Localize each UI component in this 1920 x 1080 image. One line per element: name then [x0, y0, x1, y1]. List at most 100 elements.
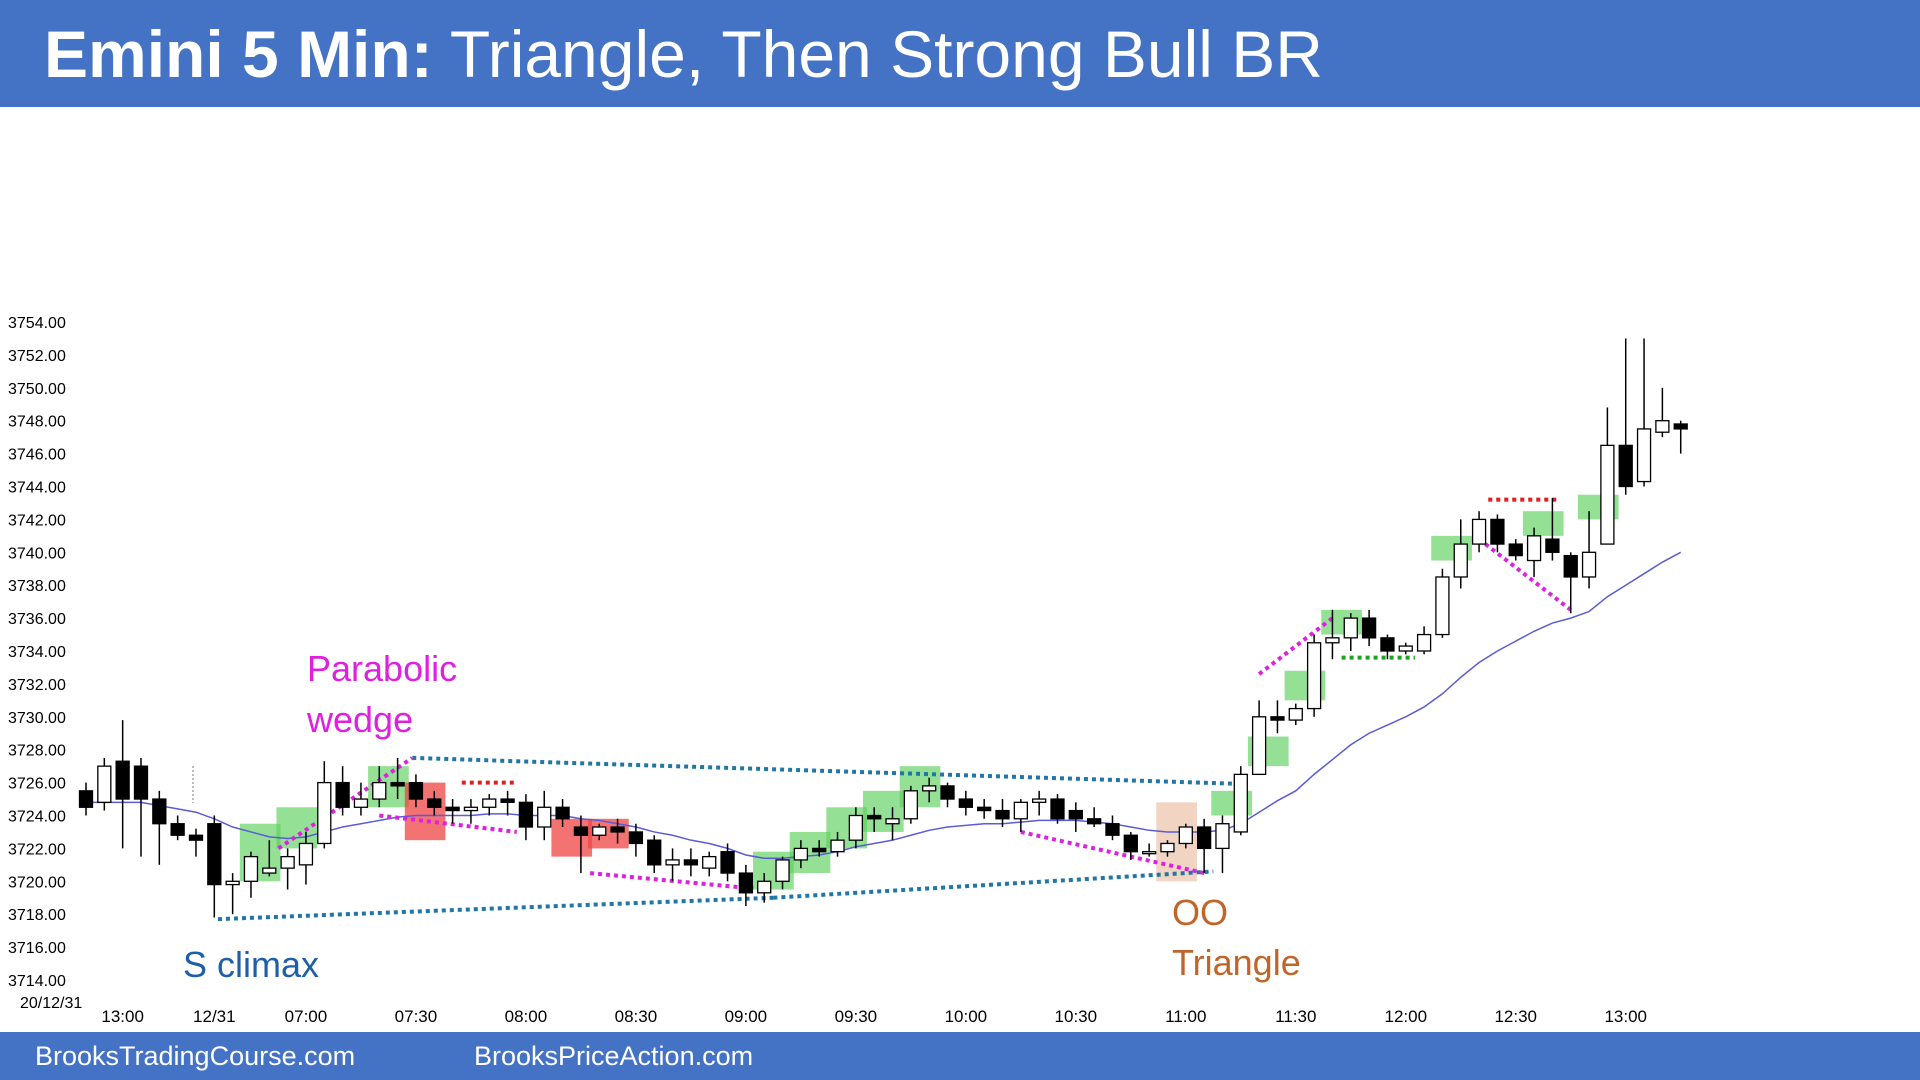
candle	[317, 761, 332, 849]
candle	[793, 840, 809, 869]
wedge-label: wedge	[306, 699, 413, 740]
candle	[1105, 815, 1120, 841]
y-tick-label: 3728.00	[8, 743, 66, 760]
x-tick-label: 13:00	[101, 1007, 144, 1026]
x-tick-label: 10:30	[1055, 1007, 1098, 1026]
candle-body	[573, 826, 589, 836]
candle-body	[702, 855, 717, 869]
trend-lines	[217, 497, 1572, 922]
candle-body	[885, 818, 900, 825]
title-bold: Emini 5 Min:	[44, 17, 433, 91]
footer-bar: BrooksTradingCourse.com BrooksPriceActio…	[0, 1032, 1920, 1080]
candle	[812, 840, 827, 857]
candle-body	[628, 831, 644, 845]
candle-body	[1105, 823, 1120, 836]
candle-body	[170, 823, 185, 836]
candle-body	[1380, 637, 1395, 652]
candle-body	[1032, 798, 1047, 803]
y-tick-label: 3748.00	[8, 414, 66, 431]
x-tick-label: 12:00	[1384, 1007, 1427, 1026]
candle	[408, 774, 424, 808]
y-tick-label: 3750.00	[8, 381, 66, 398]
ema-line	[86, 551, 1682, 860]
candle	[940, 782, 955, 808]
candle	[1123, 831, 1138, 860]
candle-body	[518, 801, 534, 828]
candle-body	[867, 814, 882, 820]
s-climax-label: S climax	[183, 944, 319, 985]
footer-right-link[interactable]: BrooksPriceAction.com	[474, 1041, 754, 1071]
candle-body	[97, 765, 112, 803]
candle-body	[408, 781, 424, 800]
candle-body	[1508, 543, 1523, 557]
candle-body	[1178, 826, 1193, 845]
candle	[555, 799, 570, 828]
candle	[1196, 818, 1212, 874]
candle	[1141, 843, 1157, 857]
x-tick-label: 12:30	[1494, 1007, 1537, 1026]
candle-body	[1288, 707, 1303, 721]
candle	[995, 799, 1010, 828]
y-tick-label: 3716.00	[8, 940, 66, 957]
candle	[463, 799, 479, 824]
candle-body	[848, 814, 864, 841]
red-zone	[551, 818, 593, 857]
x-tick-label: 11:00	[1165, 1007, 1206, 1026]
magenta-dotted-line	[589, 871, 765, 892]
y-tick-label: 3744.00	[8, 480, 66, 497]
candle	[427, 790, 442, 816]
x-axis: 13:00 12/31 07:00 07:30 08:00 08:30 09:00 09:30…	[101, 1007, 1647, 1026]
candle-body	[1196, 826, 1212, 850]
candle	[1508, 539, 1523, 561]
candle	[1032, 790, 1047, 816]
candle	[1215, 815, 1230, 874]
candle-body	[775, 859, 790, 882]
candle-body	[1141, 851, 1157, 855]
candle	[1343, 613, 1358, 651]
candle	[1306, 634, 1322, 717]
candle-body	[1490, 518, 1505, 545]
candle-body	[1453, 543, 1468, 578]
candle	[903, 785, 918, 824]
candle	[1013, 799, 1028, 832]
y-tick-label: 3752.00	[8, 348, 66, 365]
candle-body	[482, 798, 497, 808]
candle	[298, 831, 314, 885]
candle	[335, 766, 350, 816]
y-tick-label: 3720.00	[8, 874, 66, 891]
candle-body	[958, 798, 973, 808]
candle-body	[1545, 538, 1560, 553]
candle	[1325, 609, 1340, 660]
candle-body	[1270, 716, 1285, 721]
candle	[1233, 766, 1248, 836]
candle-body	[592, 826, 607, 836]
candle	[757, 873, 772, 903]
candle-body	[1581, 551, 1597, 578]
candle	[702, 851, 717, 877]
page-title: Emini 5 Min: Triangle, Then Strong Bull …	[44, 14, 1323, 94]
x-tick-label: 08:00	[505, 1007, 548, 1026]
candle-body	[298, 842, 314, 866]
candle-body	[1618, 444, 1633, 488]
candle-body	[1325, 637, 1340, 644]
candle-body	[280, 855, 295, 869]
green-zone	[1522, 511, 1564, 536]
x-tick-label: 12/31	[193, 1007, 236, 1026]
triangle-label: Triangle	[1172, 942, 1301, 983]
candle	[152, 790, 167, 865]
y-tick-label: 3754.00	[8, 315, 66, 332]
green-zone	[276, 807, 318, 849]
teal-dotted-line	[217, 895, 774, 922]
candle-body	[152, 798, 167, 825]
candle	[482, 794, 497, 816]
candle	[885, 807, 900, 841]
candle-body	[537, 806, 552, 828]
parabolic-label: Parabolic	[307, 648, 457, 689]
footer-left-link[interactable]: BrooksTradingCourse.com	[35, 1041, 356, 1071]
candle	[207, 815, 222, 918]
candle-body	[610, 826, 625, 833]
candle	[372, 766, 387, 808]
candle	[78, 782, 94, 816]
candle-body	[500, 798, 515, 803]
candle-body	[188, 834, 204, 841]
